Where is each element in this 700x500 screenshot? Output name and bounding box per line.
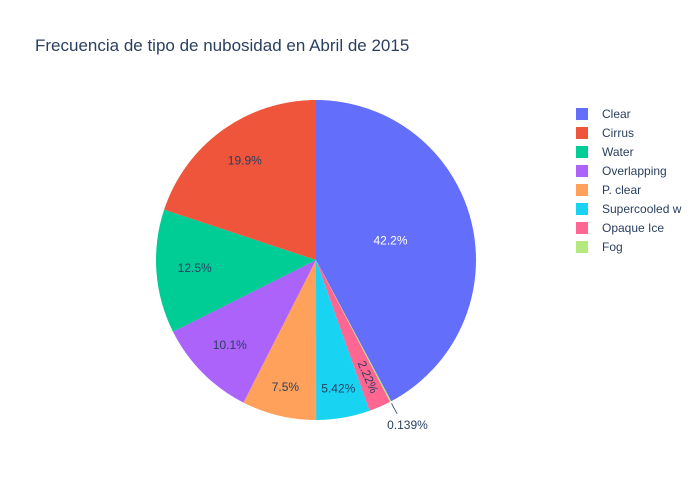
legend-label-fog: Fog (602, 240, 623, 254)
legend: Clear Cirrus Water Overlapping P. clear Super… (576, 107, 682, 254)
slice-label-fog: 0.139% (387, 418, 428, 432)
pie-slice-labels: 42.2%0.139%2.22%5.42%7.5%10.1%12.5%19.9% (178, 154, 428, 432)
legend-swatch-supercooled-w (576, 203, 588, 215)
legend-swatch-opaque-ice (576, 222, 588, 234)
chart-title: Frecuencia de tipo de nubosidad en Abril… (35, 36, 409, 55)
legend-swatch-water (576, 146, 588, 158)
legend-swatch-cirrus (576, 127, 588, 139)
pie-slice-clear[interactable] (316, 100, 476, 402)
legend-swatch-overlapping (576, 165, 588, 177)
slice-label-p-clear: 7.5% (272, 380, 300, 394)
legend-swatch-clear (576, 108, 588, 120)
legend-label-cirrus: Cirrus (602, 126, 634, 140)
slice-label-leader-fog (391, 403, 398, 415)
slice-label-cirrus: 19.9% (228, 154, 262, 168)
legend-swatch-p-clear (576, 184, 588, 196)
legend-item-cirrus[interactable]: Cirrus (576, 126, 634, 140)
pie-slice-fog[interactable] (316, 260, 392, 402)
legend-swatch-fog (576, 241, 588, 253)
pie-slice-cirrus[interactable] (164, 100, 316, 260)
legend-item-fog[interactable]: Fog (576, 240, 623, 254)
legend-label-opaque-ice: Opaque Ice (602, 221, 664, 235)
legend-item-opaque-ice[interactable]: Opaque Ice (576, 221, 664, 235)
pie-slice-water[interactable] (156, 209, 316, 332)
slice-label-overlapping: 10.1% (213, 338, 247, 352)
slice-label-water: 12.5% (178, 261, 212, 275)
legend-label-supercooled-w: Supercooled w (602, 202, 682, 216)
legend-label-p-clear: P. clear (602, 183, 641, 197)
pie-slices (156, 100, 476, 421)
pie-slice-p-clear[interactable] (243, 260, 317, 421)
slice-label-clear: 42.2% (373, 234, 407, 248)
legend-label-water: Water (602, 145, 634, 159)
pie-slice-overlapping[interactable] (173, 260, 316, 403)
legend-item-p-clear[interactable]: P. clear (576, 183, 641, 197)
legend-item-water[interactable]: Water (576, 145, 634, 159)
pie-slice-opaque-ice[interactable] (316, 260, 390, 411)
slice-label-supercooled-w: 5.42% (321, 381, 355, 395)
legend-item-clear[interactable]: Clear (576, 107, 631, 121)
legend-label-clear: Clear (602, 107, 631, 121)
legend-label-overlapping: Overlapping (602, 164, 667, 178)
legend-item-supercooled-w[interactable]: Supercooled w (576, 202, 682, 216)
pie-slice-supercooled-w[interactable] (316, 260, 370, 420)
legend-item-overlapping[interactable]: Overlapping (576, 164, 667, 178)
